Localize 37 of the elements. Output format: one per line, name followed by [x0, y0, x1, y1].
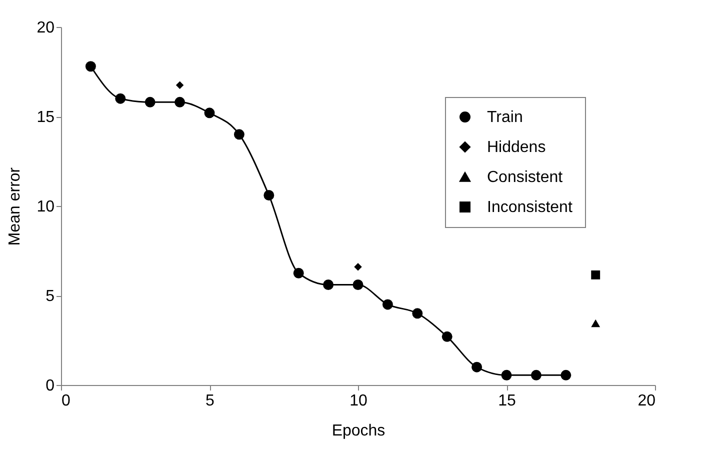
point: [412, 308, 423, 319]
x-tick-label: 5: [206, 392, 215, 410]
y-axis-title: Mean error: [6, 166, 24, 246]
point: [354, 262, 362, 271]
y-tick-label: 0: [46, 378, 55, 394]
point: [382, 299, 393, 310]
point: [352, 280, 364, 290]
point: [591, 270, 600, 280]
point: [591, 319, 600, 328]
y-tick-label: 20: [36, 20, 55, 36]
point: [501, 370, 512, 380]
x-tick-label: 10: [350, 392, 368, 410]
x-axis-title: Epochs: [332, 422, 386, 440]
x-tick-label: 0: [62, 392, 70, 410]
legend-label: Consistent: [487, 169, 564, 186]
y-tick-label: 15: [36, 109, 55, 126]
point: [174, 96, 186, 108]
y-tick-label: 5: [46, 288, 55, 305]
point: [293, 268, 304, 278]
legend-label: Hiddens: [487, 139, 546, 156]
point: [204, 108, 215, 118]
point: [115, 93, 126, 104]
point: [176, 81, 184, 90]
point: [560, 370, 572, 380]
point: [144, 96, 156, 108]
legend-label: Inconsistent: [487, 199, 573, 216]
point: [472, 362, 482, 372]
point: [264, 190, 274, 200]
point: [442, 331, 452, 342]
x-tick-label: 20: [638, 392, 656, 410]
point: [323, 280, 334, 290]
legend-label: Train: [487, 109, 523, 126]
point: [234, 129, 244, 140]
x-tick-label: 15: [498, 392, 516, 410]
point: [85, 61, 96, 72]
point: [530, 370, 542, 380]
y-tick-label: 10: [36, 198, 55, 216]
